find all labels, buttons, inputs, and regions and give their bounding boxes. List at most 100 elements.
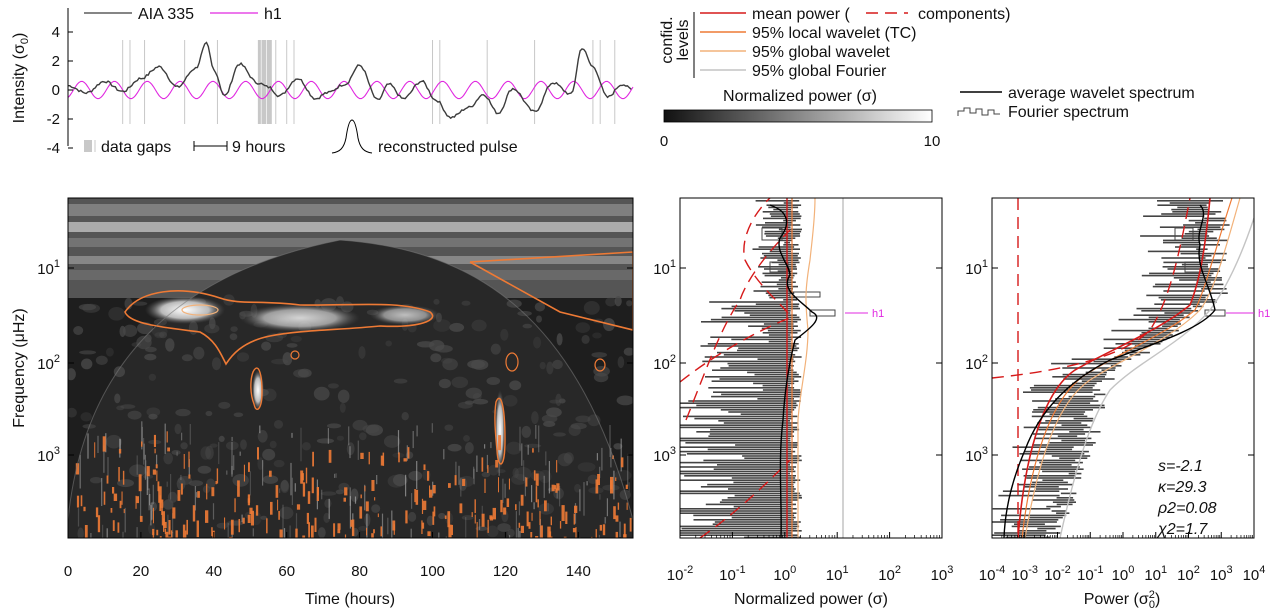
fourier-bar xyxy=(1161,213,1216,215)
fourier-bar xyxy=(1163,323,1181,325)
wavelet-xtick: 20 xyxy=(133,563,150,580)
fourier-bar xyxy=(1148,316,1190,319)
fourier-bar xyxy=(1061,439,1085,442)
wavelet-ytick: 103 xyxy=(37,445,60,465)
right-xtick: 103 xyxy=(1210,564,1233,584)
fourier-bar xyxy=(731,338,792,341)
fourier-bar xyxy=(1005,536,1051,538)
confid-label-2: levels xyxy=(675,20,692,61)
legend-mean-label: mean power ( xyxy=(752,6,850,23)
fourier-bar xyxy=(688,400,801,402)
right-xtick: 101 xyxy=(1144,564,1167,584)
fourier-bar xyxy=(752,248,800,250)
fourier-bar xyxy=(1172,211,1222,213)
fourier-bar xyxy=(709,301,792,303)
fourier-bar xyxy=(1068,395,1096,398)
fourier-bar xyxy=(1037,406,1105,409)
data-gaps-swatch xyxy=(84,140,92,152)
fourier-bar xyxy=(1159,226,1221,228)
fourier-bar xyxy=(1056,503,1073,506)
fourier-bar xyxy=(709,433,792,435)
fourier-bar xyxy=(753,290,792,292)
mid-ytick: 103 xyxy=(653,445,676,465)
fourier-bar xyxy=(744,536,801,538)
fourier-bar xyxy=(1062,367,1116,369)
fourier-bar xyxy=(764,268,797,270)
legend-components-label: components) xyxy=(918,6,1011,23)
lightcurve-ytick: 2 xyxy=(52,53,60,70)
fourier-bar xyxy=(1118,318,1180,321)
fourier-bar xyxy=(762,211,799,213)
fourier-bar xyxy=(1053,402,1091,404)
right-global-fourier xyxy=(1059,217,1254,538)
fourier-bar xyxy=(680,426,797,429)
fourier-bar xyxy=(767,329,801,332)
fourier-bar xyxy=(1022,468,1084,470)
confid-label-1: confid. xyxy=(659,16,676,63)
fourier-bar xyxy=(1197,228,1225,231)
fourier-bar xyxy=(1058,404,1105,407)
fourier-bar xyxy=(680,406,797,409)
fourier-bar xyxy=(755,303,800,305)
fourier-bar xyxy=(1024,450,1089,453)
fourier-bar xyxy=(738,347,800,349)
fourier-bar xyxy=(1052,501,1076,503)
fourier-bar xyxy=(1157,200,1223,202)
fourier-bar xyxy=(1017,483,1074,486)
fourier-bar xyxy=(710,318,801,321)
fourier-bar xyxy=(762,384,791,387)
right-component-2 xyxy=(992,198,1191,379)
colorbar-label: Normalized power (σ) xyxy=(723,88,877,105)
mid-component-3 xyxy=(699,459,791,538)
fourier-bar xyxy=(1056,512,1070,514)
nine-hour-scale xyxy=(193,141,228,151)
fourier-bar xyxy=(1201,288,1227,290)
fourier-bar xyxy=(1023,391,1093,393)
fourier-bar xyxy=(683,415,798,418)
fourier-bar xyxy=(696,431,795,433)
fourier-bar xyxy=(1037,527,1056,530)
fourier-bar xyxy=(758,266,797,268)
fourier-bar xyxy=(680,532,793,534)
fourier-bar xyxy=(1032,481,1068,484)
mid-xlabel: Normalized power (σ) xyxy=(734,591,888,608)
lightcurve-ylabel: Intensity (σ0) xyxy=(11,33,31,124)
fourier-bar xyxy=(1000,519,1059,521)
fourier-bar xyxy=(680,424,793,426)
fourier-bar xyxy=(765,235,801,237)
mid-xtick: 101 xyxy=(826,564,849,584)
fourier-bar xyxy=(728,365,794,367)
fourier-bar xyxy=(992,534,1046,536)
fourier-bar xyxy=(1171,208,1209,211)
wavelet-image xyxy=(68,198,633,538)
right-xlabel: Power (σ2 0) xyxy=(1084,589,1161,611)
fourier-bar xyxy=(1177,206,1208,209)
mid-average-wavelet xyxy=(769,204,818,538)
fourier-bar xyxy=(1192,305,1204,308)
fourier-bar xyxy=(1045,420,1093,422)
fourier-bar xyxy=(1046,505,1061,508)
fourier-bar xyxy=(768,340,791,343)
fourier-bar xyxy=(694,417,793,420)
fourier-bar xyxy=(1196,248,1208,250)
fourier-bar xyxy=(719,501,793,503)
legend-block: confid. levels mean power ( components) … xyxy=(659,6,1195,150)
fourier-bar xyxy=(755,224,801,226)
fourier-bar xyxy=(1124,349,1138,352)
fourier-bar xyxy=(712,369,794,371)
fourier-bar xyxy=(763,217,801,220)
cone-of-influence xyxy=(68,239,633,521)
legend-fourier-label: 95% global Fourier xyxy=(752,63,887,80)
lightcurve-ytick: 0 xyxy=(52,82,60,99)
pulse-icon xyxy=(331,119,373,154)
mid-ytick: 102 xyxy=(653,353,676,373)
fourier-bar xyxy=(1157,204,1207,206)
fourier-bar xyxy=(1162,325,1178,327)
fourier-bar xyxy=(763,323,794,325)
fourier-bar xyxy=(1188,230,1214,233)
fourier-bar xyxy=(1152,285,1214,288)
fourier-bar xyxy=(731,477,796,479)
fourier-bar xyxy=(720,409,795,411)
fourier-bar xyxy=(680,510,793,512)
